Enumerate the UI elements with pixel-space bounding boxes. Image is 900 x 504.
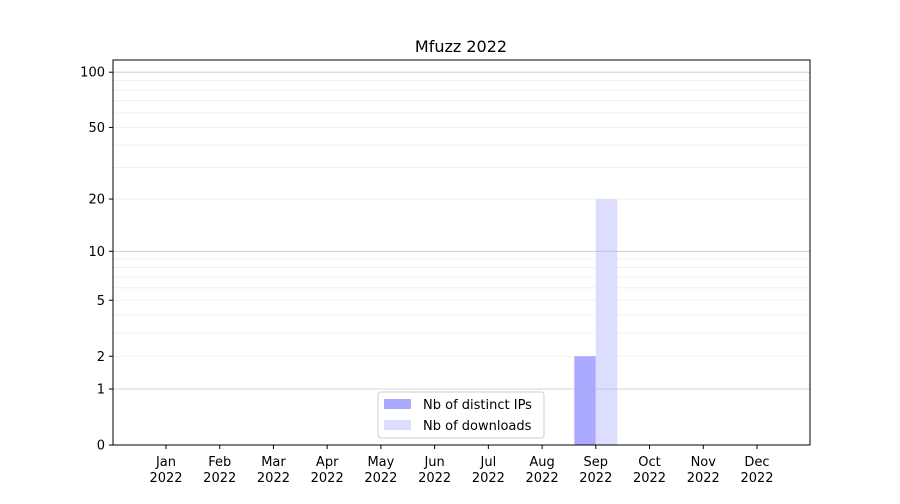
x-tick-label: Mar 2022 [257, 455, 290, 486]
bar-downloads [595, 199, 618, 445]
legend-label-ips: Nb of distinct IPs [423, 398, 532, 413]
grid [113, 80, 810, 357]
legend-swatch-ips [384, 399, 411, 409]
y-tick-label: 1 [97, 383, 105, 398]
x-tick-label: Feb 2022 [203, 455, 236, 486]
chart-title: Mfuzz 2022 [415, 37, 507, 56]
x-tick-label: Dec 2022 [740, 455, 773, 486]
bar-ips [574, 356, 596, 445]
y-tick-label: 100 [80, 66, 105, 81]
x-axis: Jan 2022 Feb 2022 Mar 2022 Apr 2022 May 2022 Jun 20… [149, 445, 774, 486]
plot-frame [112, 59, 811, 446]
y-tick-label: 50 [88, 121, 105, 136]
legend-swatch-downloads [384, 420, 411, 430]
x-tick-label: Jan 2022 [149, 455, 182, 486]
legend-label-downloads: Nb of downloads [423, 419, 532, 434]
x-tick-label: Sep 2022 [579, 455, 612, 486]
x-tick-label: Jun 2022 [418, 455, 451, 486]
x-tick-label: Aug 2022 [526, 455, 559, 486]
x-tick-label: Apr 2022 [311, 455, 344, 486]
y-tick-label: 0 [97, 439, 105, 454]
x-tick-label: May 2022 [364, 455, 397, 486]
x-tick-label: Jul 2022 [472, 455, 505, 486]
x-tick-label: Oct 2022 [633, 455, 666, 486]
y-tick-label: 5 [97, 294, 105, 309]
legend: Nb of distinct IPs Nb of downloads [377, 391, 545, 439]
y-tick-label: 2 [97, 350, 105, 365]
x-tick-label: Nov 2022 [687, 455, 720, 486]
y-tick-label: 10 [88, 245, 105, 260]
major-grid [113, 71, 810, 390]
y-axis: 0 1 2 5 10 20 50 100 [80, 66, 113, 454]
bars [574, 199, 618, 445]
y-tick-label: 20 [88, 193, 105, 208]
